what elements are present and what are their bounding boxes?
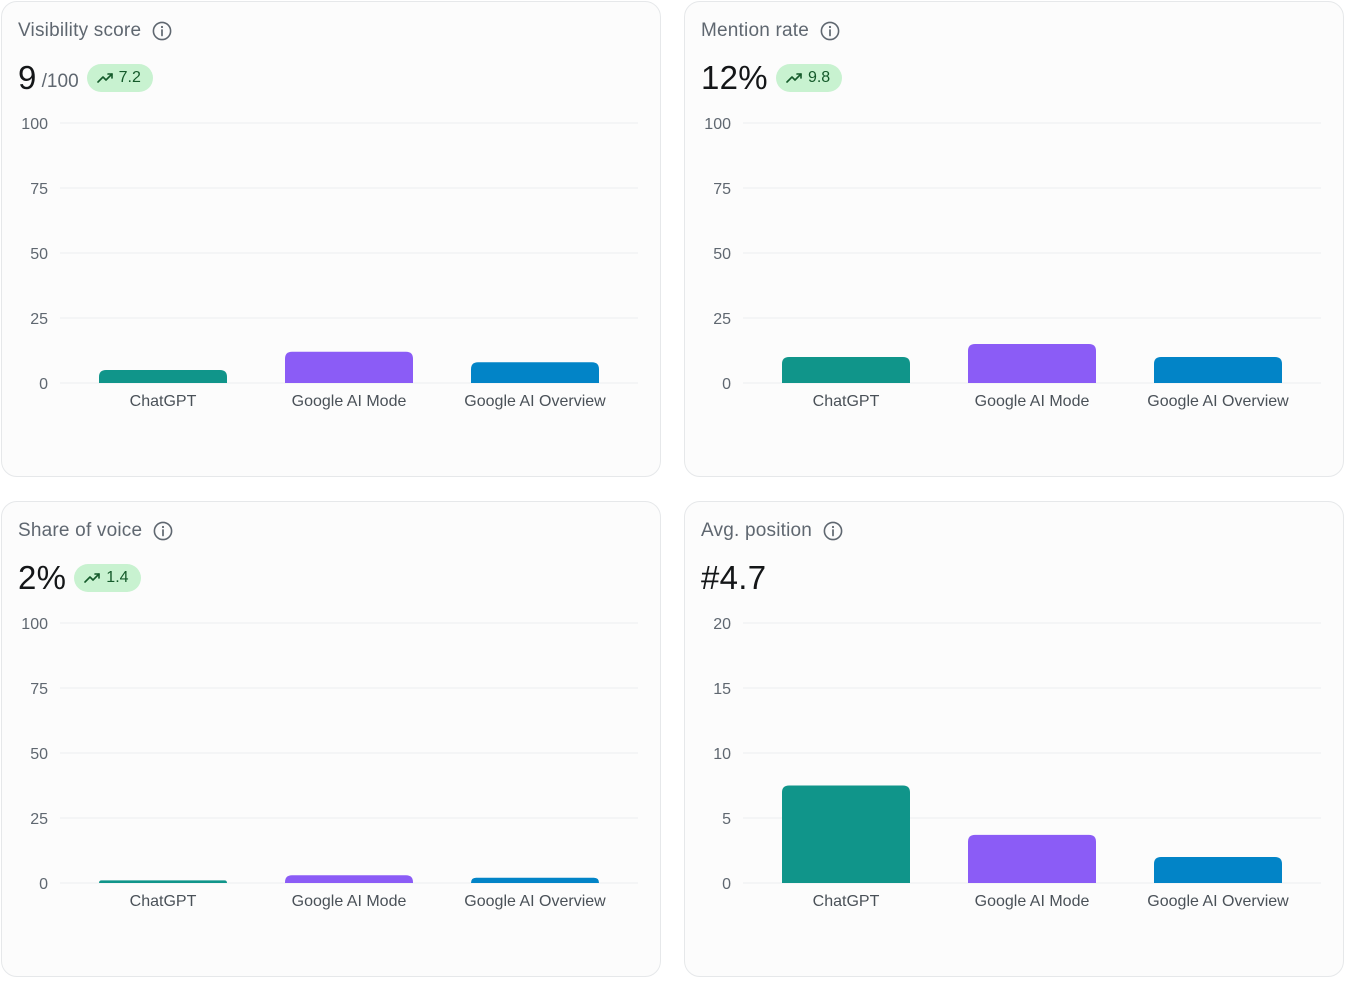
y-tick-label: 0: [722, 876, 731, 893]
x-tick-label: Google AI Overview: [1147, 893, 1289, 910]
y-tick-label: 20: [713, 616, 731, 633]
share-of-voice-card: Share of voice 2% 1.4 0 25 50 75 100 ChatGPT G…: [1, 501, 661, 977]
bar-chatgpt[interactable]: [782, 357, 910, 383]
card-title: Mention rate: [701, 20, 810, 41]
avg-position-card: Avg. position #4.7 0 5 10 15 20 ChatGPT Google…: [684, 501, 1344, 977]
card-title: Avg. position: [701, 520, 813, 541]
trend-badge: 9.8: [775, 64, 843, 92]
metric-value: 2%: [18, 559, 67, 596]
info-icon[interactable]: [152, 520, 174, 542]
x-tick-label: Google AI Mode: [292, 393, 407, 410]
y-tick-label: 0: [39, 376, 48, 393]
bar-chart: 0 25 50 75 100 ChatGPT Google AI Mode Google AI…: [704, 116, 1321, 410]
trend-badge-value: 1.4: [106, 569, 129, 586]
bar-google-ai-mode[interactable]: [968, 834, 1096, 883]
bar-chart: 0 25 50 75 100 ChatGPT Google AI Mode Google AI…: [21, 616, 638, 910]
y-tick-label: 10: [713, 746, 731, 763]
bar-chatgpt[interactable]: [99, 370, 227, 383]
metric-value: #4.7: [701, 559, 767, 596]
x-tick-label: Google AI Overview: [1147, 393, 1289, 410]
card-title-row: Share of voice: [18, 520, 174, 542]
x-tick-label: Google AI Mode: [975, 393, 1090, 410]
x-tick-label: ChatGPT: [130, 393, 197, 410]
mention-rate-card: Mention rate 12% 9.8 0 25 50 75 100 ChatGPT Go…: [684, 1, 1344, 477]
info-icon[interactable]: [819, 20, 841, 42]
info-icon[interactable]: [822, 520, 844, 542]
y-tick-label: 100: [704, 116, 731, 133]
trend-badge: 7.2: [86, 64, 153, 92]
y-tick-label: 25: [30, 811, 48, 828]
metric-value: 12%: [701, 59, 768, 96]
x-tick-label: ChatGPT: [813, 893, 880, 910]
card-title-row: Mention rate: [701, 20, 841, 42]
y-tick-label: 0: [39, 876, 48, 893]
y-tick-label: 0: [722, 376, 731, 393]
metric-row: 12% 9.8: [701, 58, 843, 98]
bar-chart: 0 5 10 15 20 ChatGPT Google AI Mode Google AI O…: [713, 616, 1321, 910]
y-tick-label: 25: [30, 311, 48, 328]
trend-badge: 1.4: [74, 564, 141, 592]
y-tick-label: 75: [713, 181, 731, 198]
bar-chart: 0 25 50 75 100 ChatGPT Google AI Mode Google AI…: [21, 116, 638, 410]
x-tick-label: Google AI Overview: [464, 393, 606, 410]
y-tick-label: 15: [713, 681, 731, 698]
trending-up-icon: [96, 72, 119, 84]
y-tick-label: 25: [713, 311, 731, 328]
visibility-score-card: Visibility score 9 /100 7.2 0 25 50 75 100 Ch…: [1, 1, 661, 477]
y-tick-label: 50: [713, 246, 731, 263]
y-tick-label: 100: [21, 116, 48, 133]
trend-badge-value: 7.2: [118, 69, 141, 86]
bar-google-ai-overview[interactable]: [471, 362, 599, 383]
bar-google-ai-mode[interactable]: [285, 875, 413, 883]
card-title-row: Visibility score: [18, 20, 173, 42]
y-tick-label: 5: [722, 811, 731, 828]
bar-google-ai-mode[interactable]: [968, 344, 1096, 383]
metric-value: 9: [18, 59, 37, 96]
metric-row: 2% 1.4: [18, 558, 141, 598]
y-tick-label: 75: [30, 681, 48, 698]
card-title: Share of voice: [18, 520, 143, 541]
x-tick-label: Google AI Mode: [292, 893, 407, 910]
card-title: Visibility score: [18, 20, 142, 41]
y-tick-label: 50: [30, 746, 48, 763]
metric-suffix: /100: [41, 71, 79, 92]
bar-chatgpt[interactable]: [99, 880, 227, 883]
bar-google-ai-mode[interactable]: [285, 351, 413, 383]
bar-google-ai-overview[interactable]: [1154, 857, 1282, 883]
x-tick-label: ChatGPT: [130, 893, 197, 910]
trending-up-icon: [84, 572, 106, 584]
bar-google-ai-overview[interactable]: [471, 877, 599, 883]
trend-badge-value: 9.8: [807, 69, 831, 86]
card-title-row: Avg. position: [701, 520, 844, 542]
y-tick-label: 100: [21, 616, 48, 633]
metric-row: #4.7: [701, 558, 766, 598]
x-tick-label: Google AI Overview: [464, 893, 606, 910]
bar-google-ai-overview[interactable]: [1154, 357, 1282, 383]
bar-chatgpt[interactable]: [782, 785, 910, 884]
y-tick-label: 50: [30, 246, 48, 263]
y-tick-label: 75: [30, 181, 48, 198]
metric-row: 9 /100 7.2: [18, 58, 153, 98]
x-tick-label: Google AI Mode: [975, 893, 1090, 910]
info-icon[interactable]: [151, 20, 173, 42]
trending-up-icon: [786, 72, 808, 84]
x-tick-label: ChatGPT: [813, 393, 880, 410]
